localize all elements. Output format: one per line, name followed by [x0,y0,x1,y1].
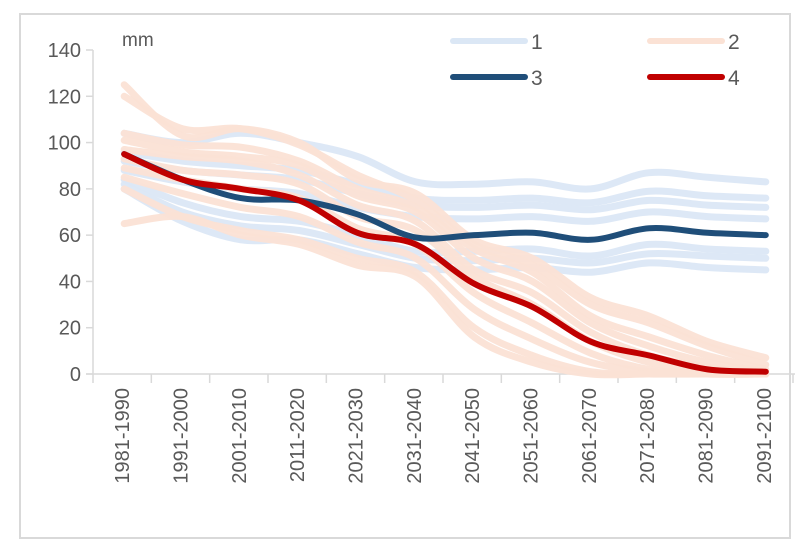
series-1-line [120,185,770,276]
x-tick-label: 2081-2090 [696,388,718,484]
series-1-line [120,148,770,207]
chart-frame [19,13,791,539]
series-2-line [120,212,770,379]
x-tick-label: 2011-2020 [287,388,309,482]
series-4-line [121,151,769,375]
x-tick-label: 2091-2100 [754,388,776,484]
main-series-lines [121,151,769,375]
y-tick-label: 40 [59,271,81,293]
x-tick-label: 2061-2070 [579,388,601,484]
x-tick-label: 2021-2030 [346,388,368,484]
series-2-line [120,155,770,378]
x-tick-label: 1981-1990 [112,388,134,484]
series-1-line [120,129,770,193]
series-3-line [121,151,769,243]
y-tick-label: 60 [59,225,81,247]
legend-label-4: 4 [728,67,740,90]
x-tick-label: 2031-2040 [404,388,426,484]
x-tick-label: 1991-2000 [171,388,193,484]
y-tick-label: 80 [59,179,81,201]
legend: 1 2 3 4 [450,31,740,90]
series-2-line [120,92,770,369]
series-2-line [120,129,770,373]
y-tick-label: 120 [48,86,81,108]
x-tick-label: 2001-2010 [229,388,251,484]
y-tick-label: 140 [48,40,81,62]
legend-label-3: 3 [531,67,543,90]
y-tick-label: 0 [70,364,81,386]
y-tick-label: 20 [59,318,81,340]
x-tick-label: 2051-2060 [521,388,543,484]
legend-label-2: 2 [728,31,740,54]
y-tick-label: 100 [48,133,81,155]
x-tick-label: 2071-2080 [637,388,659,484]
y-unit-label: mm [122,30,154,51]
legend-label-1: 1 [531,31,543,54]
x-tick-label: 2041-2050 [462,388,484,484]
